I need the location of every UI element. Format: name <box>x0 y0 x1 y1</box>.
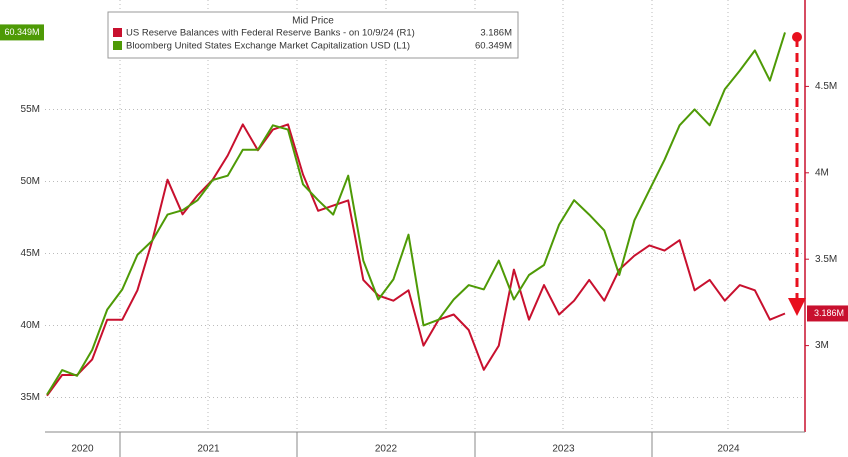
arrow-head <box>788 298 806 316</box>
legend-value: 60.349M <box>475 41 512 52</box>
last-value-label: 60.349M <box>4 27 39 37</box>
legend-title: Mid Price <box>292 16 334 27</box>
y2-tick-label: 3.5M <box>815 254 837 265</box>
y2-tick-label: 4M <box>815 167 829 178</box>
legend-value: 3.186M <box>480 28 512 39</box>
legend-label: US Reserve Balances with Federal Reserve… <box>126 28 415 39</box>
legend-box <box>107 11 519 59</box>
x-tick-label: 2022 <box>375 444 398 455</box>
y-tick-label: 50M <box>21 176 40 187</box>
y2-tick-label: 3M <box>815 340 829 351</box>
last-value-label: 3.186M <box>814 308 844 318</box>
legend-swatch <box>113 28 122 37</box>
x-tick-label: 2023 <box>552 444 575 455</box>
x-tick-label: 2021 <box>197 444 220 455</box>
series-line <box>46 123 786 397</box>
y-tick-label: 55M <box>21 104 40 115</box>
last-value-tag <box>807 305 848 322</box>
series-line <box>46 32 786 396</box>
lines <box>46 32 786 397</box>
y-tick-label: 35M <box>21 392 40 403</box>
y-tick-label: 45M <box>21 248 40 259</box>
y-tick-label: 40M <box>21 320 40 331</box>
last-value-tag <box>0 24 44 41</box>
legend-swatch <box>113 41 122 50</box>
arrow-start <box>792 32 802 42</box>
legend-items: US Reserve Balances with Federal Reserve… <box>113 28 512 52</box>
legend: Mid Price <box>107 11 519 59</box>
legend-label: Bloomberg United States Exchange Market … <box>126 41 410 52</box>
x-tick-label: 2020 <box>71 444 94 455</box>
y2-tick-label: 4.5M <box>815 81 837 92</box>
x-tick-label: 2024 <box>717 444 740 455</box>
